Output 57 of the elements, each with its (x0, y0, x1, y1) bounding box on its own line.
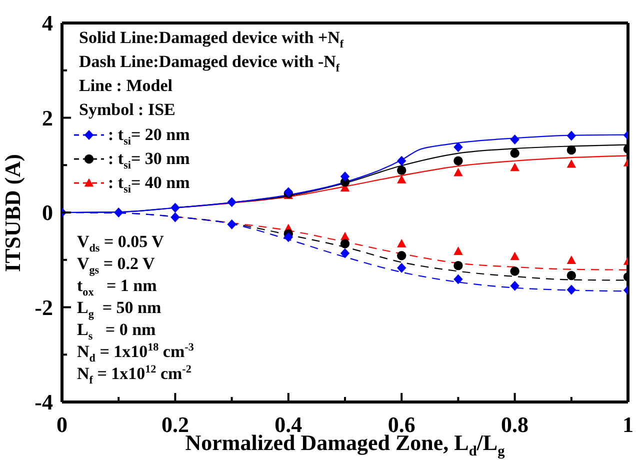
point (510, 266, 520, 276)
legend-label: : t$_{si}$= 30 nm (108, 148, 190, 172)
point (170, 202, 180, 213)
point (566, 130, 576, 141)
point (397, 238, 406, 248)
point (227, 197, 236, 208)
annotation: t$_{ox}$ = 1 nm (77, 276, 157, 298)
x-tick-label: 0.8 (501, 412, 529, 437)
point (340, 171, 350, 182)
y-tick-label: 0 (42, 200, 53, 226)
y-axis-title: ITSUBD (A) (0, 154, 25, 272)
legend-label: : t$_{si}$= 20 nm (108, 124, 190, 148)
y-tick-label: -2 (34, 294, 53, 320)
point (566, 145, 576, 155)
point (397, 262, 406, 273)
point (566, 159, 576, 168)
point (454, 246, 463, 255)
point (397, 166, 406, 175)
point (454, 260, 463, 270)
point (566, 256, 576, 264)
point (510, 162, 520, 172)
point (397, 156, 406, 166)
annotation: Solid Line:Damaged device with +N$_{f}$ (79, 28, 344, 50)
point (397, 251, 406, 260)
x-tick-label: 0.2 (161, 412, 189, 437)
point (284, 232, 293, 242)
point (510, 280, 520, 291)
point (510, 148, 520, 158)
point (510, 134, 520, 145)
y-tick-label: 4 (42, 10, 53, 36)
annotation: Dash Line:Damaged device with -N$_{f}$ (79, 52, 340, 74)
point (170, 212, 180, 222)
annotation: Symbol : ISE (79, 100, 176, 119)
point (227, 219, 236, 230)
point (340, 248, 350, 258)
x-tick-label: 1 (622, 412, 634, 437)
annotation: L$_{g}$ = 50 nm (77, 298, 162, 320)
point (566, 284, 576, 295)
point (510, 252, 520, 260)
point (454, 168, 463, 176)
annotation: V$_{gs}$ = 0.2 V (77, 254, 155, 276)
point (454, 142, 463, 152)
annotation: N$_{d}$ = 1x10$^{18}$ cm$^{-3}$ (77, 341, 194, 364)
point (340, 239, 350, 248)
point (454, 156, 463, 166)
point (114, 208, 124, 218)
annotation: L$_{s}$ = 0 nm (77, 320, 156, 342)
y-tick-label: 2 (42, 105, 53, 130)
point (566, 270, 576, 280)
point (397, 175, 406, 184)
point (454, 274, 463, 284)
annotation: Line : Model (79, 76, 172, 95)
annotation: N$_{f}$ = 1x10$^{12}$ cm$^{-2}$ (77, 363, 192, 386)
y-tick-label: -4 (34, 390, 53, 415)
x-tick-label: 0.6 (388, 412, 416, 437)
annotation: V$_{ds}$ = 0.05 V (77, 232, 164, 254)
legend-label: : t$_{si}$= 40 nm (108, 172, 190, 196)
